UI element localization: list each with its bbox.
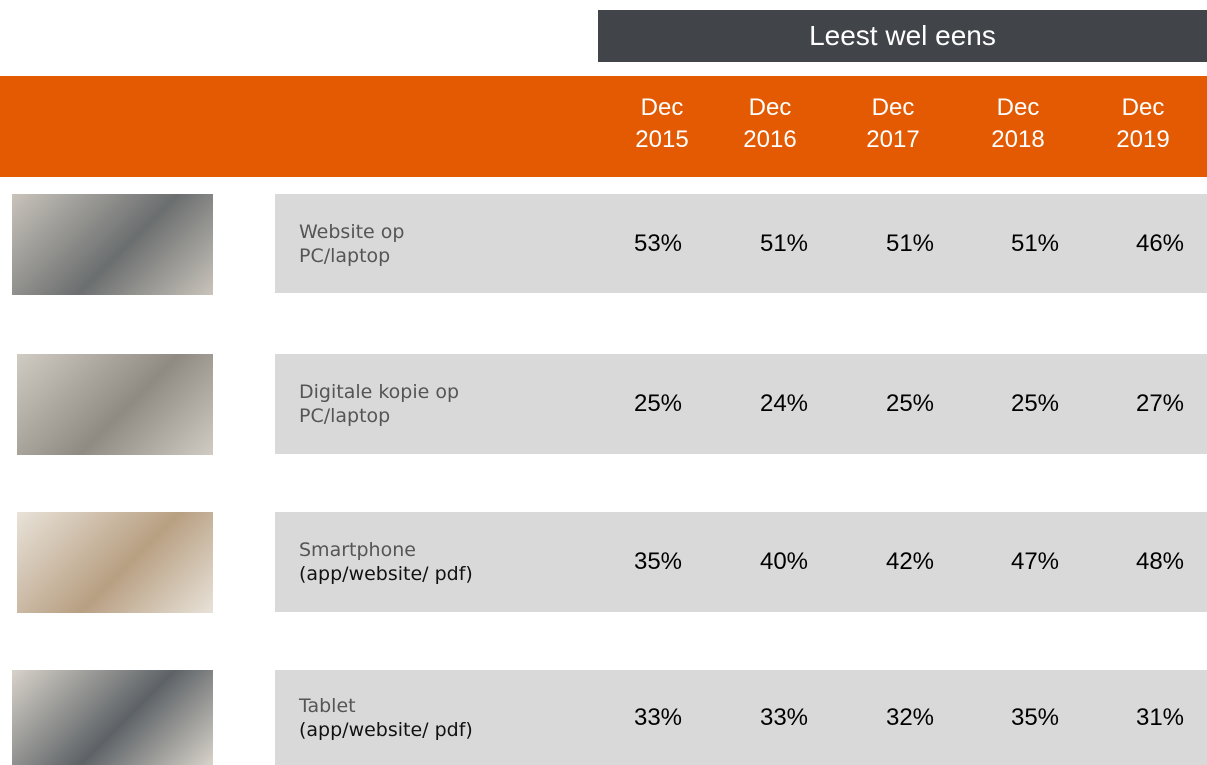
- cell-value: 25%: [633, 390, 683, 417]
- cell-value: 53%: [633, 229, 683, 257]
- cell-value: 51%: [759, 229, 809, 257]
- column-header: Dec 2017: [866, 94, 920, 153]
- label-line: (app/website/ pdf): [299, 563, 473, 585]
- row-background: [275, 512, 1207, 612]
- row-photo: [12, 670, 213, 765]
- cell-value: 46%: [1135, 229, 1185, 257]
- label-line: Digitale kopie op: [299, 381, 460, 403]
- cell-value: 47%: [1010, 548, 1060, 575]
- row-photo: [12, 194, 213, 295]
- label-line: (app/website/ pdf): [299, 718, 473, 741]
- row-background: [275, 194, 1207, 293]
- header-band: [0, 76, 1207, 177]
- label-line: PC/laptop: [299, 405, 391, 427]
- row-label: Smartphone (app/website/ pdf): [299, 538, 473, 586]
- column-header: Dec 2016: [743, 94, 797, 153]
- group-header: Leest wel eens: [598, 10, 1207, 62]
- cell-value: 51%: [885, 229, 935, 257]
- cell-value: 35%: [1010, 703, 1060, 731]
- cell-value: 40%: [759, 548, 809, 575]
- row-photo: [17, 512, 213, 613]
- row-label: Digitale kopie op PC/laptop: [299, 380, 459, 428]
- row-label: Website op PC/laptop: [299, 220, 404, 268]
- cell-value: 31%: [1135, 703, 1185, 731]
- cell-value: 33%: [759, 703, 809, 731]
- cell-value: 42%: [885, 548, 935, 575]
- cell-value: 33%: [633, 703, 683, 731]
- cell-value: 25%: [885, 390, 935, 417]
- cell-value: 48%: [1135, 548, 1185, 575]
- row-background: [275, 354, 1207, 454]
- cell-value: 32%: [885, 703, 935, 731]
- label-line: Smartphone: [299, 539, 416, 561]
- column-header: Dec 2018: [991, 94, 1045, 153]
- cell-value: 24%: [759, 390, 809, 417]
- cell-value: 27%: [1135, 390, 1185, 417]
- row-photo: [17, 354, 213, 455]
- row-background: [275, 670, 1207, 765]
- cell-value: 51%: [1010, 229, 1060, 257]
- label-line: PC/laptop: [299, 244, 391, 267]
- label-line: Tablet: [299, 694, 356, 717]
- cell-value: 25%: [1010, 390, 1060, 417]
- column-header: Dec 2019: [1116, 94, 1170, 153]
- cell-value: 35%: [633, 548, 683, 575]
- row-label: Tablet (app/website/ pdf): [299, 694, 473, 742]
- label-line: Website op: [299, 220, 405, 243]
- column-header: Dec 2015: [635, 94, 689, 153]
